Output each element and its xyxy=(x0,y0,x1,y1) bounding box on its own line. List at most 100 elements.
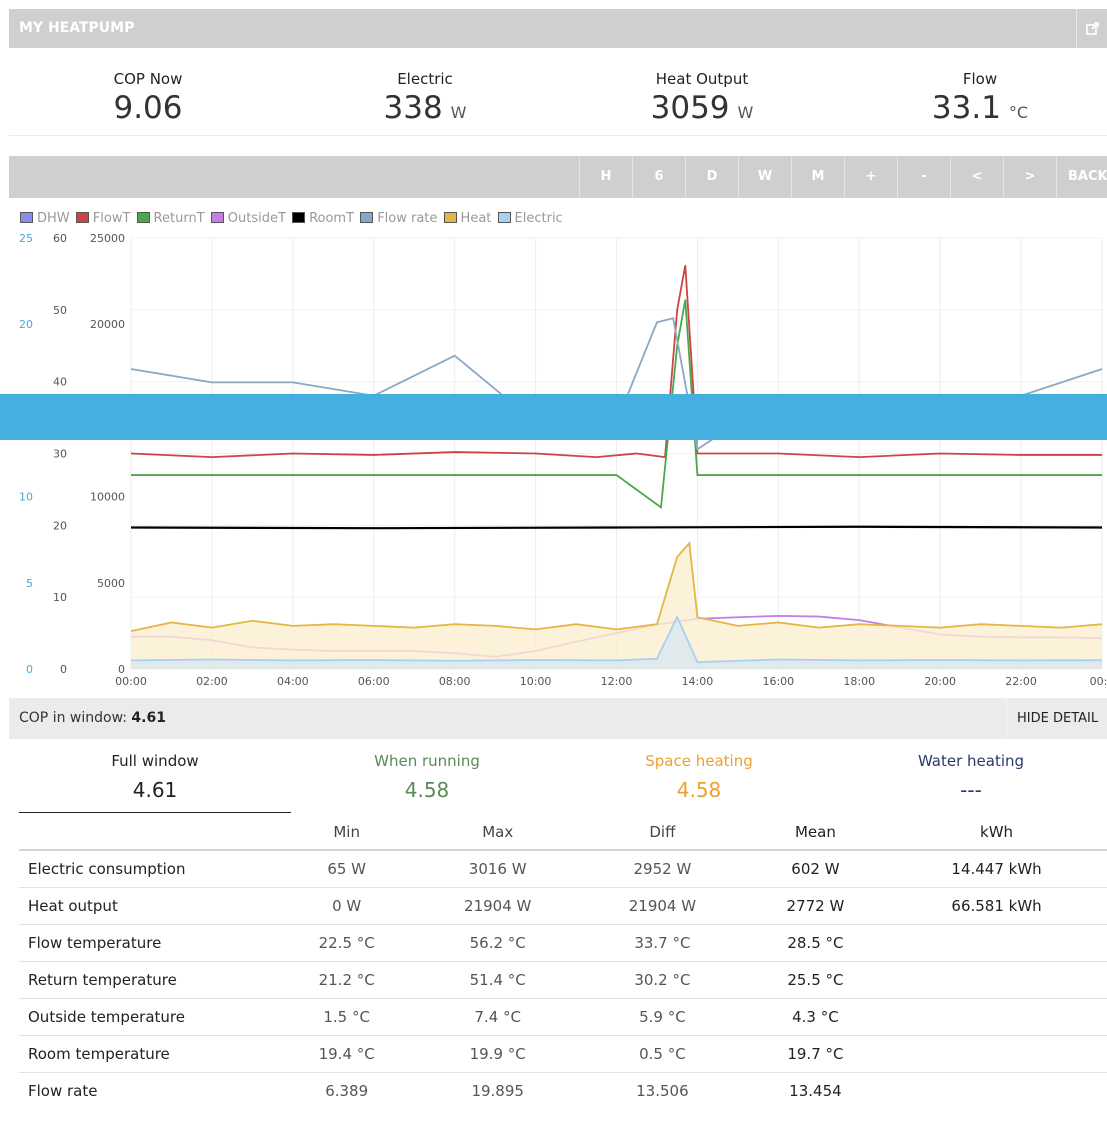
table-row: Heat output 0 W 21904 W 21904 W 2772 W 66.581… xyxy=(19,886,1107,924)
y-tick-dhw: 10 xyxy=(19,491,33,504)
chart-area: DHW FlowT ReturnT OutsideT RoomT Flow ra… xyxy=(9,198,1107,698)
legend-label: OutsideT xyxy=(227,211,286,226)
legend-swatch xyxy=(75,212,89,223)
pan-right-button[interactable]: > xyxy=(1003,156,1056,198)
cell-diff: 33.7 °C xyxy=(580,923,745,961)
x-tick: 08:00 xyxy=(439,675,471,688)
tab-when-running[interactable]: When running 4.58 xyxy=(291,740,563,813)
cell-kwh xyxy=(886,960,1107,998)
y-tick-power: 10000 xyxy=(90,491,125,504)
legend-label: FlowT xyxy=(92,211,131,226)
y-tick-temp: 60 xyxy=(53,232,67,245)
tab-value: 4.58 xyxy=(676,778,722,802)
overlay-banner xyxy=(0,394,1107,440)
table-row: Flow rate 6.389 19.895 13.506 13.454 xyxy=(19,1071,1107,1109)
cop-window-text: COP in window: xyxy=(19,710,127,726)
month-button[interactable]: M xyxy=(791,156,844,198)
cop-summary-bar: COP in window: 4.61 HIDE DETAIL xyxy=(9,698,1107,739)
legend-item-returnt[interactable]: ReturnT xyxy=(136,211,205,226)
legend-item-flow-rate[interactable]: Flow rate xyxy=(360,211,437,226)
header-mean: Mean xyxy=(744,814,887,851)
header-kwh: kWh xyxy=(886,814,1107,851)
legend-item-outsidet[interactable]: OutsideT xyxy=(210,211,286,226)
legend-swatch xyxy=(210,212,224,223)
tab-value: 4.61 xyxy=(132,778,178,802)
y-tick-temp: 30 xyxy=(53,448,67,461)
cell-mean: 4.3 °C xyxy=(744,997,887,1035)
table-row: Flow temperature 22.5 °C 56.2 °C 33.7 °C 28.… xyxy=(19,923,1107,961)
day-button[interactable]: D xyxy=(685,156,738,198)
legend-item-heat[interactable]: Heat xyxy=(443,211,491,226)
header-max: Max xyxy=(415,814,581,851)
hide-detail-button[interactable]: HIDE DETAIL xyxy=(1006,698,1107,739)
time-series-chart[interactable]: 6050403020100250002000010000500002520105… xyxy=(9,198,1107,698)
cell-kwh xyxy=(886,923,1107,961)
legend-swatch xyxy=(136,212,150,223)
legend-item-roomt[interactable]: RoomT xyxy=(292,211,354,226)
y-tick-power: 20000 xyxy=(90,318,125,331)
x-tick: 04:00 xyxy=(277,675,309,688)
feed-value: 3059 W xyxy=(566,90,838,126)
tab-water-heating[interactable]: Water heating --- xyxy=(835,740,1107,813)
y-tick-dhw: 5 xyxy=(26,577,33,590)
cop-window-value: 4.61 xyxy=(131,710,166,726)
feed-number: 33.1 xyxy=(931,90,1001,126)
row-label: Heat output xyxy=(19,886,278,924)
x-tick: 02:00 xyxy=(196,675,228,688)
legend-label: Electric xyxy=(514,211,563,226)
six-hour-button[interactable]: 6 xyxy=(632,156,685,198)
hour-button[interactable]: H xyxy=(579,156,632,198)
row-label: Flow rate xyxy=(19,1071,278,1109)
tab-space-heating[interactable]: Space heating 4.58 xyxy=(563,740,835,813)
feed-label: Heat Output xyxy=(655,70,749,88)
tab-full-window[interactable]: Full window 4.61 xyxy=(19,740,291,813)
table-header-row: Min Max Diff Mean kWh xyxy=(19,814,1107,851)
cell-min: 0 W xyxy=(278,886,416,924)
feed-label: Electric xyxy=(397,70,453,88)
table-row: Room temperature 19.4 °C 19.9 °C 0.5 °C 19.7… xyxy=(19,1034,1107,1072)
legend-swatch xyxy=(20,212,33,223)
cell-kwh: 66.581 kWh xyxy=(886,886,1107,924)
cop-tabs: Full window 4.61 When running 4.58 Space… xyxy=(19,740,1107,813)
external-link-button[interactable] xyxy=(1076,9,1107,48)
series-area-electric xyxy=(131,617,1102,669)
week-button[interactable]: W xyxy=(738,156,791,198)
cell-diff: 21904 W xyxy=(580,886,745,924)
cell-min: 19.4 °C xyxy=(278,1034,416,1072)
x-tick: 00:0 xyxy=(1090,675,1107,688)
cell-max: 19.9 °C xyxy=(415,1034,581,1072)
legend-item-flowt[interactable]: FlowT xyxy=(75,211,131,226)
x-tick: 20:00 xyxy=(924,675,956,688)
stats-table: Min Max Diff Mean kWh Electric consumpti… xyxy=(19,814,1107,1109)
feed-value: 9.06 xyxy=(12,90,284,126)
cell-min: 1.5 °C xyxy=(278,997,416,1035)
header-label xyxy=(19,814,278,851)
feed-cop-now: COP Now 9.06 xyxy=(12,48,284,136)
tab-label: When running xyxy=(374,752,480,770)
feed-flow: Flow 33.1 °C xyxy=(844,48,1107,136)
zoom-out-button[interactable]: - xyxy=(897,156,950,198)
legend-item-dhw[interactable]: DHW xyxy=(20,211,70,226)
back-button[interactable]: BACK xyxy=(1056,156,1107,198)
y-tick-temp: 10 xyxy=(53,591,67,604)
row-label: Room temperature xyxy=(19,1034,278,1072)
legend-item-electric[interactable]: Electric xyxy=(497,211,563,226)
tab-value: 4.58 xyxy=(404,778,450,802)
feed-label: COP Now xyxy=(113,70,183,88)
y-tick-dhw: 20 xyxy=(19,318,33,331)
feed-unit: W xyxy=(450,103,467,122)
cell-min: 22.5 °C xyxy=(278,923,416,961)
feed-unit: °C xyxy=(1008,103,1029,122)
title-bar: MY HEATPUMP xyxy=(9,9,1107,48)
zoom-in-button[interactable]: + xyxy=(844,156,897,198)
cell-mean: 25.5 °C xyxy=(744,960,887,998)
x-tick: 14:00 xyxy=(682,675,714,688)
tab-value: --- xyxy=(960,778,982,802)
cell-kwh xyxy=(886,1034,1107,1072)
legend-swatch xyxy=(292,212,306,223)
feed-electric: Electric 338 W xyxy=(289,48,561,136)
cell-kwh: 14.447 kWh xyxy=(886,849,1107,887)
app-title: MY HEATPUMP xyxy=(19,20,135,36)
pan-left-button[interactable]: < xyxy=(950,156,1003,198)
x-tick: 12:00 xyxy=(601,675,633,688)
